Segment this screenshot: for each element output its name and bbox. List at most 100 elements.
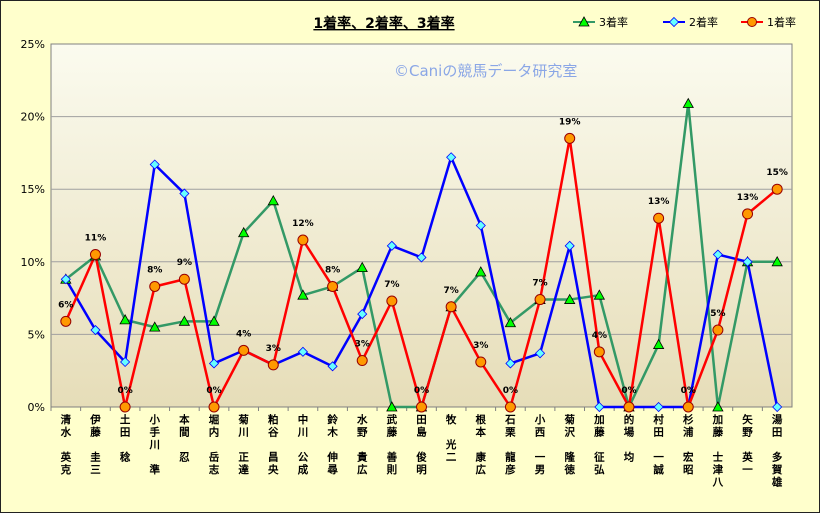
marker-1st-20	[653, 212, 665, 224]
marker-3rd-6	[237, 226, 250, 238]
data-label: 5%	[710, 309, 725, 319]
marker-1st-14	[475, 356, 487, 368]
marker-1st-11	[386, 295, 398, 307]
marker-2nd-5	[208, 358, 220, 369]
marker-3rd-11	[386, 401, 398, 412]
data-label: 0%	[117, 386, 132, 396]
data-label: 7%	[532, 279, 547, 289]
marker-2nd-11	[386, 240, 397, 251]
data-label: 0%	[503, 386, 518, 396]
y-tick-label: 15%	[21, 183, 45, 196]
data-label: 7%	[384, 280, 399, 290]
data-label: 3%	[473, 341, 488, 351]
x-tick-label: 加藤士津八	[712, 413, 724, 489]
x-tick-label: 加藤征弘	[593, 413, 605, 476]
marker-3rd-8	[297, 289, 309, 300]
marker-2nd-20	[653, 401, 664, 413]
data-label: 11%	[85, 234, 107, 244]
x-tick-label: 粕谷昌央	[268, 413, 279, 476]
x-tick-label: 湯田多賀雄	[771, 413, 783, 489]
x-tick-label: 水野貴広	[356, 413, 368, 476]
x-tick-label: 伊藤圭三	[89, 413, 101, 476]
y-tick-label: 0%	[28, 401, 45, 414]
marker-1st-22	[712, 324, 724, 336]
marker-2nd-14	[475, 220, 486, 231]
data-label: 13%	[648, 197, 670, 207]
legend-label: 2着率	[689, 15, 718, 29]
plot-area	[50, 43, 793, 408]
marker-3rd-4	[178, 315, 191, 326]
marker-2nd-15	[505, 358, 516, 369]
legend-marker	[668, 16, 680, 28]
marker-2nd-13	[446, 152, 457, 163]
marker-1st-8	[297, 234, 309, 246]
data-label: 12%	[292, 219, 314, 229]
data-label: 19%	[559, 117, 581, 127]
data-label: 4%	[592, 331, 607, 341]
x-tick-label: 的場均	[624, 413, 635, 464]
x-tick-label: 矢野英一	[741, 413, 753, 476]
data-label: 0%	[681, 386, 696, 396]
x-tick-label: 菊川正達	[237, 413, 249, 476]
data-label: 6%	[58, 300, 73, 310]
legend-label: 1着率	[767, 15, 796, 29]
legend-marker	[747, 17, 757, 27]
marker-3rd-10	[356, 261, 368, 273]
marker-2nd-17	[564, 240, 575, 251]
x-tick-label: 本間忍	[179, 413, 190, 464]
marker-3rd-7	[267, 194, 279, 206]
marker-2nd-8	[297, 346, 309, 357]
marker-1st-4	[178, 273, 190, 285]
marker-2nd-2	[120, 356, 131, 368]
marker-3rd-17	[564, 293, 576, 304]
data-label: 3%	[355, 340, 370, 350]
marker-2nd-18	[594, 401, 605, 413]
marker-3rd-21	[682, 97, 694, 108]
watermark: ©Caniの競馬データ研究室	[394, 62, 577, 80]
marker-3rd-22	[712, 401, 724, 412]
data-label: 8%	[147, 265, 162, 275]
x-tick-label: 清水英克	[60, 413, 72, 476]
data-label: 0%	[206, 386, 221, 396]
marker-1st-7	[267, 359, 279, 371]
legend-marker	[578, 16, 590, 27]
marker-1st-6	[238, 344, 250, 356]
data-label: 8%	[325, 265, 340, 275]
marker-1st-3	[149, 280, 161, 292]
marker-1st-13	[445, 301, 457, 313]
data-label: 3%	[266, 344, 281, 354]
marker-1st-23	[742, 208, 754, 220]
marker-2nd-10	[357, 309, 368, 320]
data-label: 0%	[414, 386, 429, 396]
data-label: 4%	[236, 329, 251, 339]
y-tick-label: 5%	[28, 328, 45, 341]
x-tick-label: 小西一男	[534, 413, 546, 476]
x-tick-label: 中川公成	[297, 413, 309, 476]
marker-3rd-24	[771, 255, 783, 267]
x-tick-label: 土田稔	[120, 413, 131, 464]
marker-2nd-9	[327, 361, 338, 372]
marker-2nd-12	[416, 252, 427, 263]
marker-2nd-24	[772, 401, 783, 413]
marker-3rd-2	[119, 314, 131, 325]
marker-1st-2	[119, 401, 131, 413]
marker-2nd-23	[742, 256, 753, 267]
data-label: 9%	[177, 258, 192, 268]
marker-1st-15	[504, 401, 516, 413]
marker-1st-17	[564, 132, 576, 144]
data-label: 15%	[766, 168, 788, 178]
marker-3rd-3	[149, 321, 161, 332]
x-tick-label: 小手川準	[148, 413, 160, 476]
y-tick-label: 25%	[21, 38, 45, 51]
marker-1st-0	[60, 315, 72, 327]
marker-3rd-14	[475, 266, 487, 277]
marker-2nd-4	[179, 188, 190, 199]
y-tick-label: 10%	[21, 256, 45, 269]
marker-1st-12	[416, 401, 427, 413]
legend-label: 3着率	[599, 15, 628, 29]
x-tick-label: 武藤善則	[386, 413, 398, 476]
marker-1st-16	[534, 294, 546, 306]
marker-3rd-20	[652, 338, 665, 349]
marker-2nd-0	[60, 274, 71, 285]
